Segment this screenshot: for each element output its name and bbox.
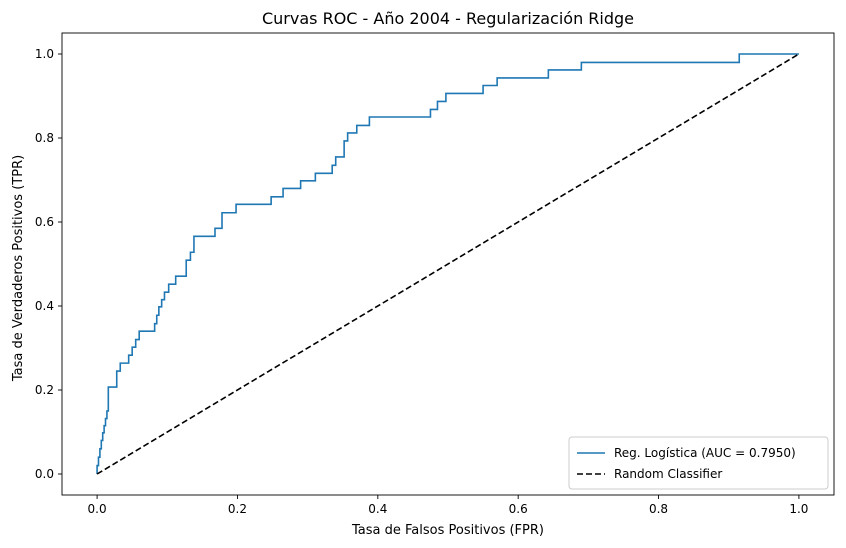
y-tick-label: 1.0 <box>35 47 54 61</box>
x-tick-label: 0.4 <box>368 502 387 516</box>
x-tick-label: 0.0 <box>88 502 107 516</box>
x-axis-label: Tasa de Falsos Positivos (FPR) <box>351 523 544 538</box>
y-axis-label: Tasa de Verdaderos Positivos (TPR) <box>11 155 26 382</box>
x-tick-label: 0.8 <box>649 502 668 516</box>
plot-frame <box>61 32 835 496</box>
legend: Reg. Logística (AUC = 0.7950) Random Clas… <box>568 436 829 490</box>
legend-box <box>568 436 829 490</box>
chart-title: Curvas ROC - Año 2004 - Regularización R… <box>262 9 634 28</box>
y-tick-label: 0.4 <box>35 299 54 313</box>
y-tick-label: 0.0 <box>35 467 54 481</box>
plot-area: 0.0 0.2 0.4 0.6 0.8 1.0 0.0 0.2 0.4 0.6 0.8 1.0 <box>35 32 835 516</box>
series-line-logistic-regression <box>96 53 799 474</box>
x-tick-label: 0.2 <box>228 502 247 516</box>
legend-entry-label: Random Classifier <box>614 467 722 481</box>
x-tick-label: 0.6 <box>509 502 528 516</box>
y-tick-label: 0.8 <box>35 131 54 145</box>
series-line-random-classifier <box>96 53 800 475</box>
x-tick-label: 1.0 <box>789 502 808 516</box>
y-tick-label: 0.6 <box>35 215 54 229</box>
y-tick-label: 0.2 <box>35 383 54 397</box>
legend-entry-label: Reg. Logística (AUC = 0.7950) <box>614 446 796 460</box>
